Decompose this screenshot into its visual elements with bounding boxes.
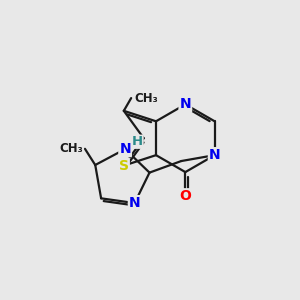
Text: H: H [132, 135, 143, 148]
Text: CH₃: CH₃ [60, 142, 83, 155]
Text: CH₃: CH₃ [135, 92, 158, 105]
Text: N: N [179, 98, 191, 111]
Text: N: N [129, 196, 140, 210]
Text: O: O [179, 189, 191, 203]
Text: S: S [119, 159, 129, 172]
Text: N: N [209, 148, 220, 162]
Text: N: N [119, 142, 131, 156]
